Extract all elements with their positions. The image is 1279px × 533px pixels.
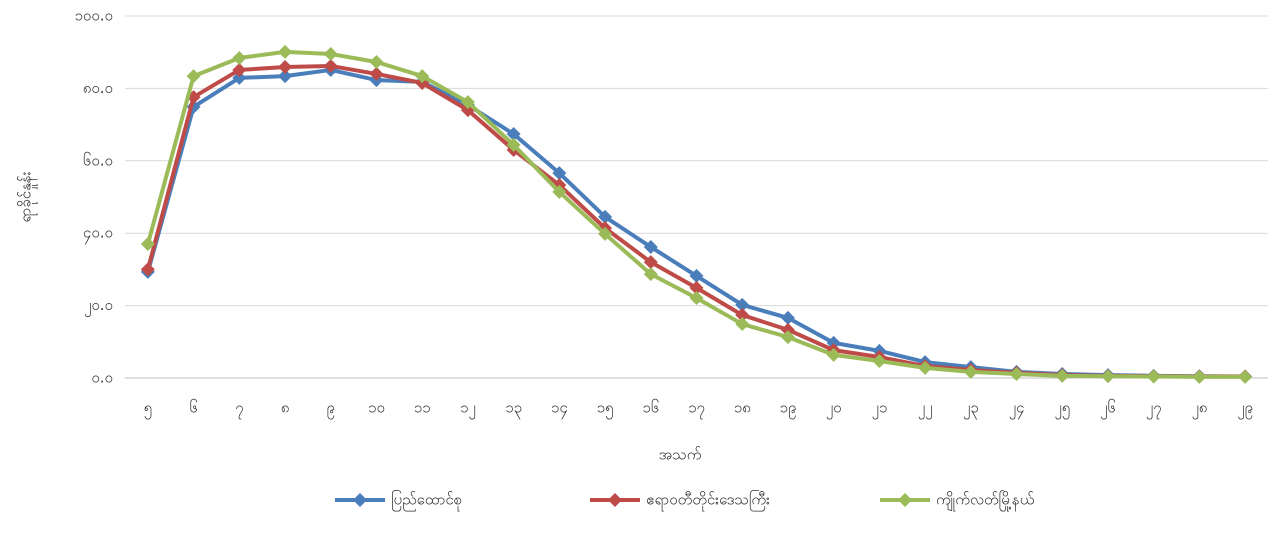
- data-point: [735, 297, 750, 312]
- data-point: [1100, 369, 1115, 384]
- series-line: [145, 49, 1246, 379]
- data-point: [232, 70, 247, 85]
- y-tick-label: ၄၀.၀: [83, 224, 113, 245]
- data-point: [643, 267, 658, 282]
- x-tick-label: ၆: [189, 399, 197, 417]
- y-axis-label: ရာခိုင်နှုန်း: [17, 171, 38, 222]
- x-tick-label: ၂၀: [826, 399, 842, 420]
- x-tick-label: ၂၃: [963, 399, 979, 420]
- x-tick-label: ၂၇: [1146, 399, 1162, 420]
- data-point: [780, 330, 795, 345]
- legend-label: ကျိုက်လတ်မြို့နယ်: [936, 490, 1034, 512]
- legend-marker: [898, 493, 912, 507]
- legend-marker: [353, 493, 367, 507]
- data-point: [323, 47, 338, 62]
- data-point: [598, 209, 613, 224]
- data-point: [232, 62, 247, 77]
- data-point: [278, 60, 293, 75]
- data-point: [1146, 369, 1161, 384]
- data-point: [1238, 369, 1253, 384]
- data-point: [506, 127, 521, 142]
- data-point: [552, 184, 567, 199]
- data-point: [598, 226, 613, 241]
- data-point: [278, 69, 293, 84]
- legend-marker: [608, 493, 622, 507]
- data-point: [689, 280, 704, 295]
- data-point: [1055, 368, 1070, 383]
- data-point: [278, 44, 293, 59]
- x-tick-label: ၂၁: [871, 399, 887, 420]
- y-tick-label: ၀.၀: [91, 369, 113, 387]
- y-tick-label: ၆၀.၀: [83, 151, 113, 169]
- x-tick-label: ၉: [327, 399, 335, 420]
- data-point: [460, 95, 475, 110]
- x-tick-label: ၁၅: [597, 399, 614, 420]
- x-tick-label: ၁၉: [780, 399, 797, 420]
- x-tick-label: ၂၆: [1100, 399, 1116, 420]
- data-point: [323, 58, 338, 73]
- data-point: [872, 353, 887, 368]
- data-point: [918, 360, 933, 375]
- data-point: [643, 255, 658, 270]
- data-point: [186, 69, 201, 84]
- legend-label: ဧရာဝတီတိုင်းဒေသကြီး: [646, 490, 770, 512]
- data-point: [780, 322, 795, 337]
- data-point: [643, 239, 658, 254]
- data-point: [826, 347, 841, 362]
- legend-label: ပြည်ထောင်စု: [391, 490, 462, 512]
- data-point: [140, 237, 155, 252]
- x-tick-label: ၁၁: [414, 399, 431, 417]
- y-tick-label: ၈၀.၀: [83, 79, 113, 97]
- x-tick-label: ၁၈: [734, 399, 751, 417]
- data-point: [552, 166, 567, 181]
- y-tick-label: ၂၀.၀: [84, 296, 113, 317]
- x-tick-label: ၇: [235, 399, 243, 420]
- data-point: [735, 317, 750, 332]
- series-line: [145, 63, 1246, 379]
- series-line: [145, 67, 1246, 379]
- data-point: [369, 54, 384, 69]
- y-tick-label: ၁၀၀.၀: [74, 7, 113, 25]
- x-tick-label: ၂၂: [918, 399, 933, 420]
- data-point: [506, 137, 521, 152]
- data-point: [780, 310, 795, 325]
- x-tick-label: ၂၄: [1009, 399, 1025, 420]
- data-point: [1009, 367, 1024, 382]
- x-tick-label: ၂၉: [1237, 399, 1253, 420]
- data-point: [232, 50, 247, 65]
- data-point: [1192, 369, 1207, 384]
- x-tick-label: ၂၅: [1054, 399, 1070, 420]
- x-tick-label: ၁၀: [368, 399, 385, 417]
- x-axis-label: အသက်: [659, 446, 702, 464]
- x-tick-label: ၅: [144, 399, 152, 420]
- x-tick-label: ၁၃: [505, 399, 522, 420]
- data-point: [689, 268, 704, 283]
- data-point: [735, 308, 750, 323]
- x-tick-label: ၁၆: [642, 399, 659, 417]
- data-point: [689, 290, 704, 305]
- x-tick-label: ၈: [281, 399, 290, 417]
- data-point: [963, 364, 978, 379]
- x-tick-label: ၁၇: [688, 399, 705, 420]
- x-tick-label: ၁၂: [460, 399, 476, 420]
- data-point: [140, 262, 155, 277]
- x-tick-label: ၁၄: [551, 399, 568, 420]
- data-point: [826, 335, 841, 350]
- x-tick-label: ၂၈: [1191, 399, 1207, 420]
- data-point: [415, 69, 430, 84]
- data-point: [369, 66, 384, 81]
